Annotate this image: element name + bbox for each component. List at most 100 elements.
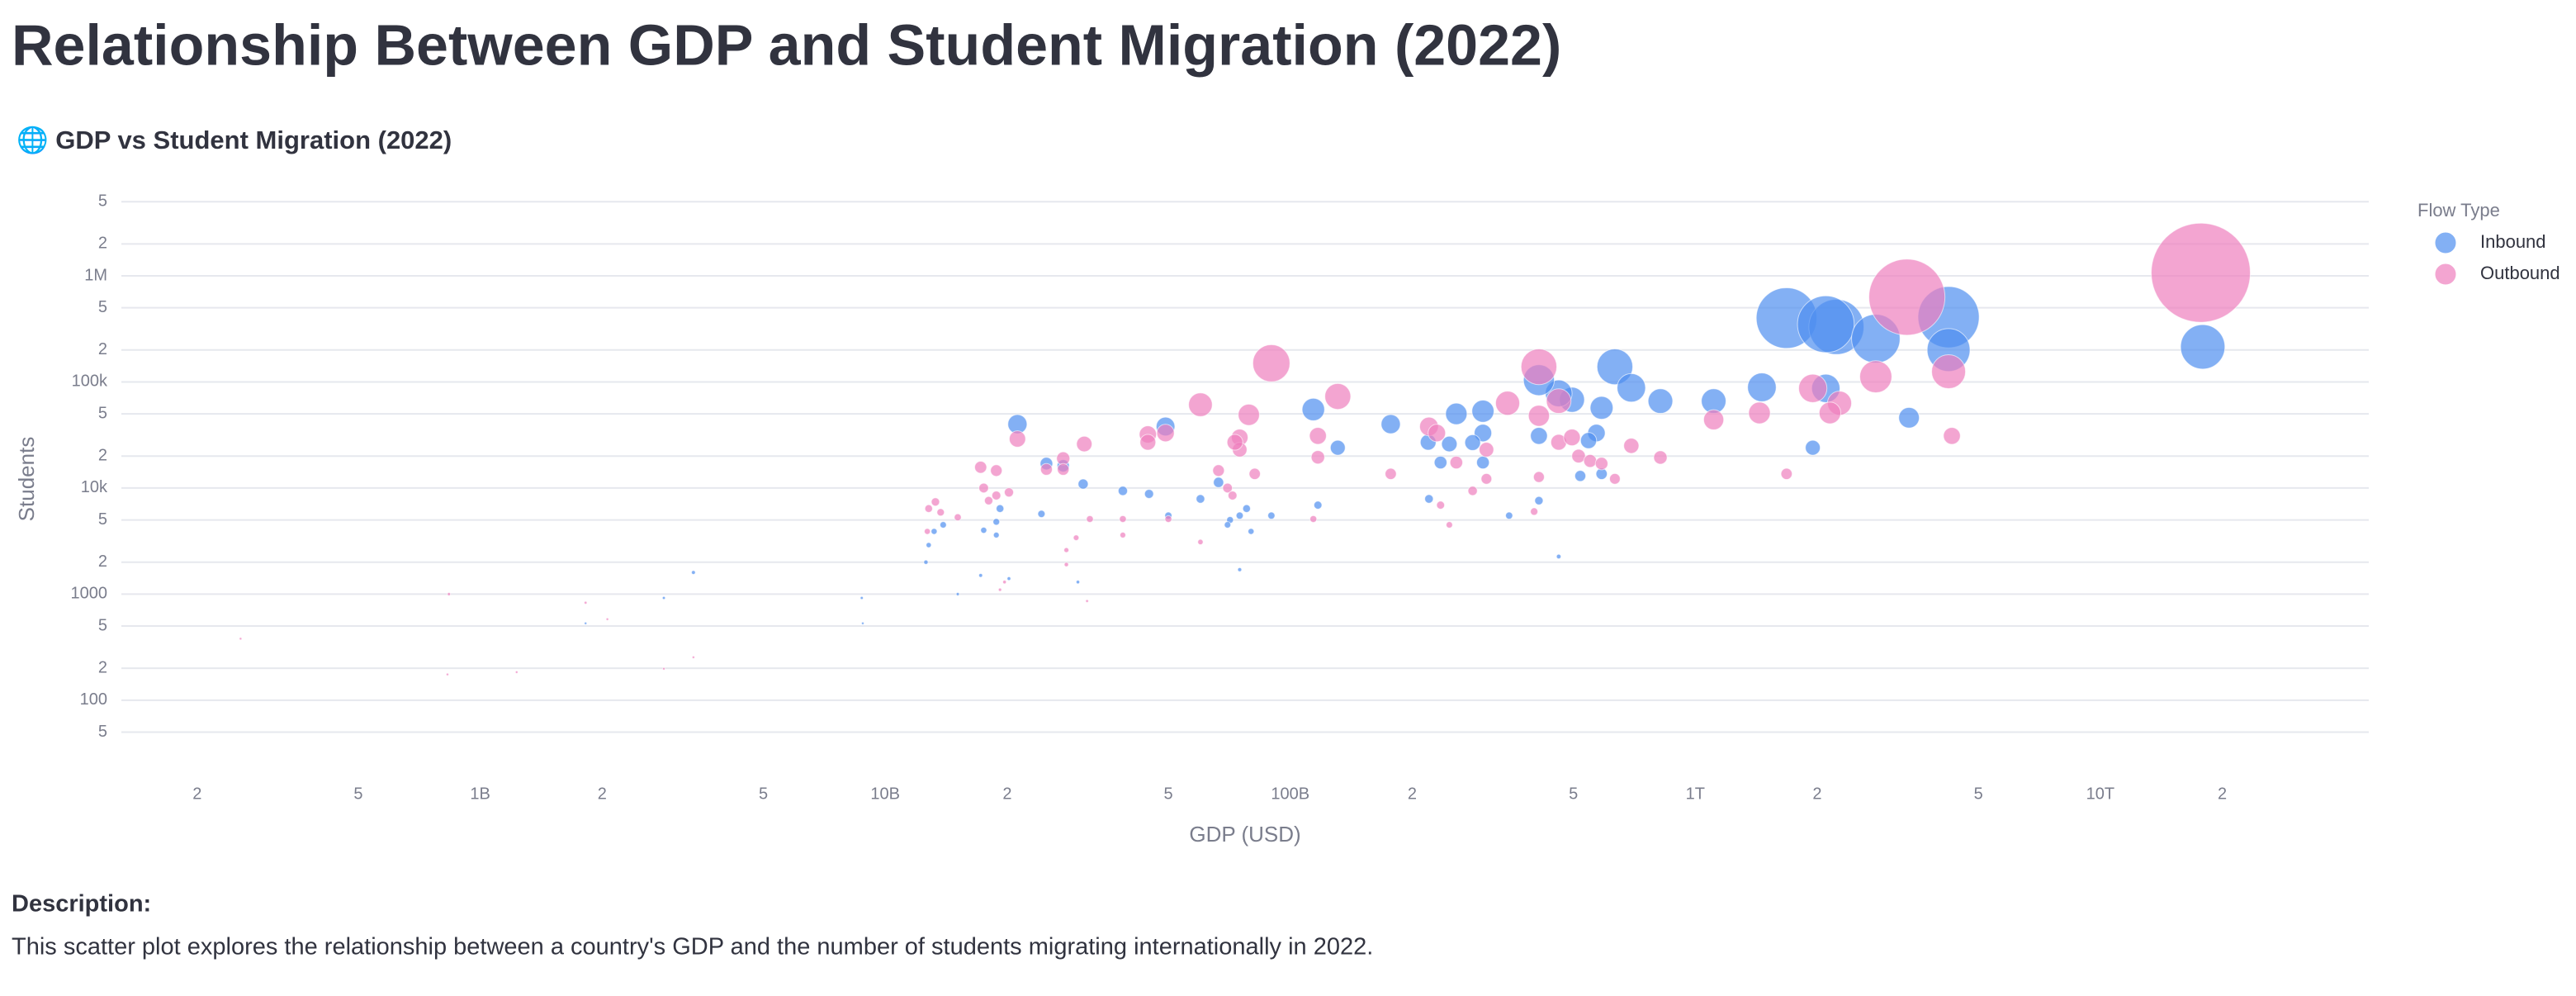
scatter-point [1579,432,1598,449]
scatter-point [860,621,864,625]
scatter-point [1424,494,1434,504]
scatter-point [1583,453,1598,468]
scatter-point [1608,472,1621,485]
scatter-point [1224,521,1232,529]
scatter-point [1647,388,1674,415]
scatter-point [1467,486,1478,496]
scatter-point [1197,538,1204,545]
scatter-point [691,570,696,575]
scatter-point [1057,462,1070,476]
scatter-point [1222,482,1234,494]
scatter-point [1008,430,1026,448]
y-tick-label: 2 [98,340,107,358]
scatter-point [992,518,1001,526]
scatter-point [1076,435,1093,453]
y-tick-label: 100 [80,690,107,709]
legend-label: Inbound [2480,231,2546,252]
scatter-point [1063,547,1070,553]
scatter-point [1623,438,1640,454]
description-heading: Description: [12,891,151,918]
scatter-point [1445,402,1468,425]
scatter-point [1898,406,1920,429]
x-tick-label: 5 [759,785,768,803]
y-tick-label: 5 [98,510,107,529]
scatter-point [514,670,519,674]
scatter-point [1139,434,1157,451]
scatter-point [1309,515,1318,524]
y-tick-label: 5 [98,192,107,211]
scatter-point [1520,348,1558,386]
scatter-point [924,504,933,513]
scatter-point [1252,344,1290,382]
scatter-point [1931,354,1967,390]
scatter-point [1039,462,1054,476]
plot-area [239,222,2252,676]
scatter-point [661,595,666,600]
scatter-point [584,600,588,605]
scatter-point [1546,388,1572,415]
scatter-point [1868,258,1946,336]
scatter-point [996,504,1005,513]
scatter-point [1227,491,1238,500]
x-tick-label: 1B [470,785,490,803]
scatter-point [1428,424,1447,443]
scatter-point [997,587,1002,592]
scatter-point [923,559,929,565]
scatter-point [1188,392,1213,417]
scatter-point [1748,401,1771,424]
scatter-point [1446,521,1453,529]
x-tick-label: 5 [353,785,362,803]
scatter-point [954,513,962,522]
scatter-point [859,595,864,600]
scatter-point [1505,511,1513,520]
scatter-point [924,528,931,535]
scatter-point [1479,442,1494,458]
x-tick-label: 2 [192,785,201,803]
scatter-point [662,666,666,671]
scatter-point [1471,400,1494,423]
scatter-point [1144,489,1154,499]
scatter-point [1702,409,1725,430]
scatter-point [1556,553,1562,560]
y-tick-label: 1000 [71,585,108,603]
scatter-point [939,521,947,529]
scatter-point [1530,427,1548,445]
scatter-point [1589,396,1614,420]
scatter-point [584,621,588,625]
scatter-point [1037,510,1046,519]
scatter-point [445,672,449,676]
x-tick-label: 5 [1974,785,1983,803]
scatter-point [980,526,987,534]
scatter-point [1747,372,1777,402]
scatter-point [1117,486,1129,496]
y-tick-label: 10k [81,478,108,496]
scatter-point [1480,472,1493,485]
scatter-point [1385,467,1397,481]
scatter-point [1780,467,1793,481]
scatter-point [1196,494,1205,504]
scatter-point [691,655,695,659]
scatter-point [992,531,1000,538]
legend-title: Flow Type [2417,200,2500,221]
y-tick-label: 5 [98,404,107,422]
scatter-point [1077,478,1089,490]
x-tick-label: 10B [870,785,900,803]
x-tick-label: 2 [1408,785,1417,803]
scatter-point [1563,429,1581,447]
scatter-point [1226,434,1243,451]
scatter-point [936,508,945,517]
scatter-point [1532,471,1545,483]
y-axis-title: Students [14,437,39,522]
scatter-point [1238,403,1260,426]
y-tick-label: 5 [98,298,107,316]
scatter-point [2151,222,2252,323]
scatter-point [1943,427,1961,445]
y-tick-label: 2 [98,447,107,465]
x-tick-label: 2 [1002,785,1011,803]
scatter-point [1237,567,1243,572]
scatter-point [1119,531,1126,538]
x-tick-label: 2 [2218,785,2227,803]
chart-title: 🌐 GDP vs Student Migration (2022) [17,125,452,154]
